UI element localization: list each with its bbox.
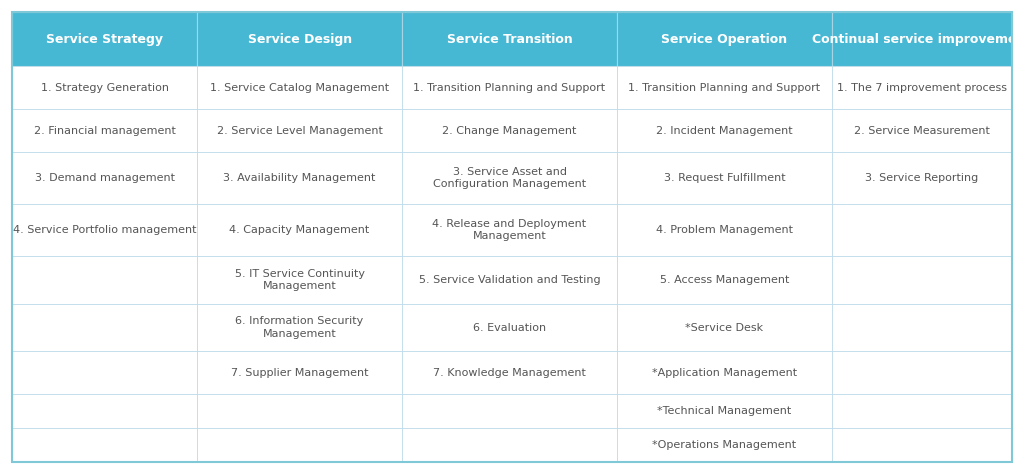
Bar (12, 428, 198, 462)
Bar (616, 394, 831, 428)
Bar (402, 394, 616, 428)
Bar (616, 66, 831, 109)
Text: *Service Desk: *Service Desk (685, 322, 764, 333)
Text: 6. Evaluation: 6. Evaluation (473, 322, 546, 333)
Text: 6. Information Security
Management: 6. Information Security Management (236, 316, 364, 339)
Bar (12, 304, 198, 351)
Bar (616, 204, 831, 256)
Bar (616, 152, 831, 204)
Bar (831, 351, 1012, 394)
Text: *Technical Management: *Technical Management (657, 406, 792, 416)
Bar (831, 66, 1012, 109)
Text: 4. Problem Management: 4. Problem Management (656, 225, 793, 235)
Bar (616, 304, 831, 351)
Bar (198, 66, 402, 109)
Text: Service Transition: Service Transition (446, 33, 572, 46)
Bar (402, 12, 616, 66)
Bar (616, 428, 831, 462)
Text: 4. Service Portfolio management: 4. Service Portfolio management (13, 225, 197, 235)
Text: 1. The 7 improvement process: 1. The 7 improvement process (837, 82, 1007, 92)
Bar (198, 428, 402, 462)
Bar (831, 152, 1012, 204)
Bar (402, 109, 616, 152)
Text: 2. Service Measurement: 2. Service Measurement (854, 126, 990, 136)
Text: 1. Service Catalog Management: 1. Service Catalog Management (210, 82, 389, 92)
Bar (616, 256, 831, 304)
Text: 1. Transition Planning and Support: 1. Transition Planning and Support (414, 82, 605, 92)
Text: 5. IT Service Continuity
Management: 5. IT Service Continuity Management (234, 269, 365, 291)
Bar (402, 152, 616, 204)
Text: 5. Access Management: 5. Access Management (659, 275, 790, 285)
Text: 3. Availability Management: 3. Availability Management (223, 173, 376, 183)
Text: 1. Strategy Generation: 1. Strategy Generation (41, 82, 169, 92)
Bar (831, 394, 1012, 428)
Bar (831, 428, 1012, 462)
Bar (831, 304, 1012, 351)
Bar (198, 152, 402, 204)
Bar (831, 109, 1012, 152)
Text: 1. Transition Planning and Support: 1. Transition Planning and Support (629, 82, 820, 92)
Bar (831, 256, 1012, 304)
Text: 2. Service Level Management: 2. Service Level Management (217, 126, 383, 136)
Bar (402, 351, 616, 394)
Text: *Application Management: *Application Management (652, 368, 797, 378)
Bar (616, 109, 831, 152)
Text: *Operations Management: *Operations Management (652, 440, 797, 450)
Text: 4. Release and Deployment
Management: 4. Release and Deployment Management (432, 219, 587, 241)
Bar (402, 66, 616, 109)
Text: 2. Incident Management: 2. Incident Management (656, 126, 793, 136)
Bar (198, 394, 402, 428)
Bar (616, 351, 831, 394)
Text: Service Strategy: Service Strategy (46, 33, 163, 46)
Text: 4. Capacity Management: 4. Capacity Management (229, 225, 370, 235)
Bar (198, 109, 402, 152)
Text: 3. Demand management: 3. Demand management (35, 173, 175, 183)
Text: Continual service improvement: Continual service improvement (812, 33, 1024, 46)
Bar (616, 12, 831, 66)
Bar (831, 204, 1012, 256)
Text: 3. Request Fulfillment: 3. Request Fulfillment (664, 173, 785, 183)
Bar (12, 394, 198, 428)
Bar (12, 152, 198, 204)
Bar (831, 12, 1012, 66)
Text: 3. Service Reporting: 3. Service Reporting (865, 173, 978, 183)
Bar (12, 204, 198, 256)
Bar (12, 256, 198, 304)
Bar (402, 304, 616, 351)
Bar (198, 256, 402, 304)
Text: 5. Service Validation and Testing: 5. Service Validation and Testing (419, 275, 600, 285)
Text: 7. Knowledge Management: 7. Knowledge Management (433, 368, 586, 378)
Text: Service Operation: Service Operation (662, 33, 787, 46)
Text: 2. Financial management: 2. Financial management (34, 126, 176, 136)
Bar (198, 12, 402, 66)
Text: Service Design: Service Design (248, 33, 351, 46)
Bar (198, 304, 402, 351)
Text: 7. Supplier Management: 7. Supplier Management (230, 368, 369, 378)
Bar (198, 351, 402, 394)
Bar (12, 66, 198, 109)
Text: 2. Change Management: 2. Change Management (442, 126, 577, 136)
Bar (12, 109, 198, 152)
Bar (402, 204, 616, 256)
Bar (12, 351, 198, 394)
Bar (402, 256, 616, 304)
Bar (12, 12, 198, 66)
Text: 3. Service Asset and
Configuration Management: 3. Service Asset and Configuration Manag… (433, 167, 586, 190)
Bar (198, 204, 402, 256)
Bar (402, 428, 616, 462)
